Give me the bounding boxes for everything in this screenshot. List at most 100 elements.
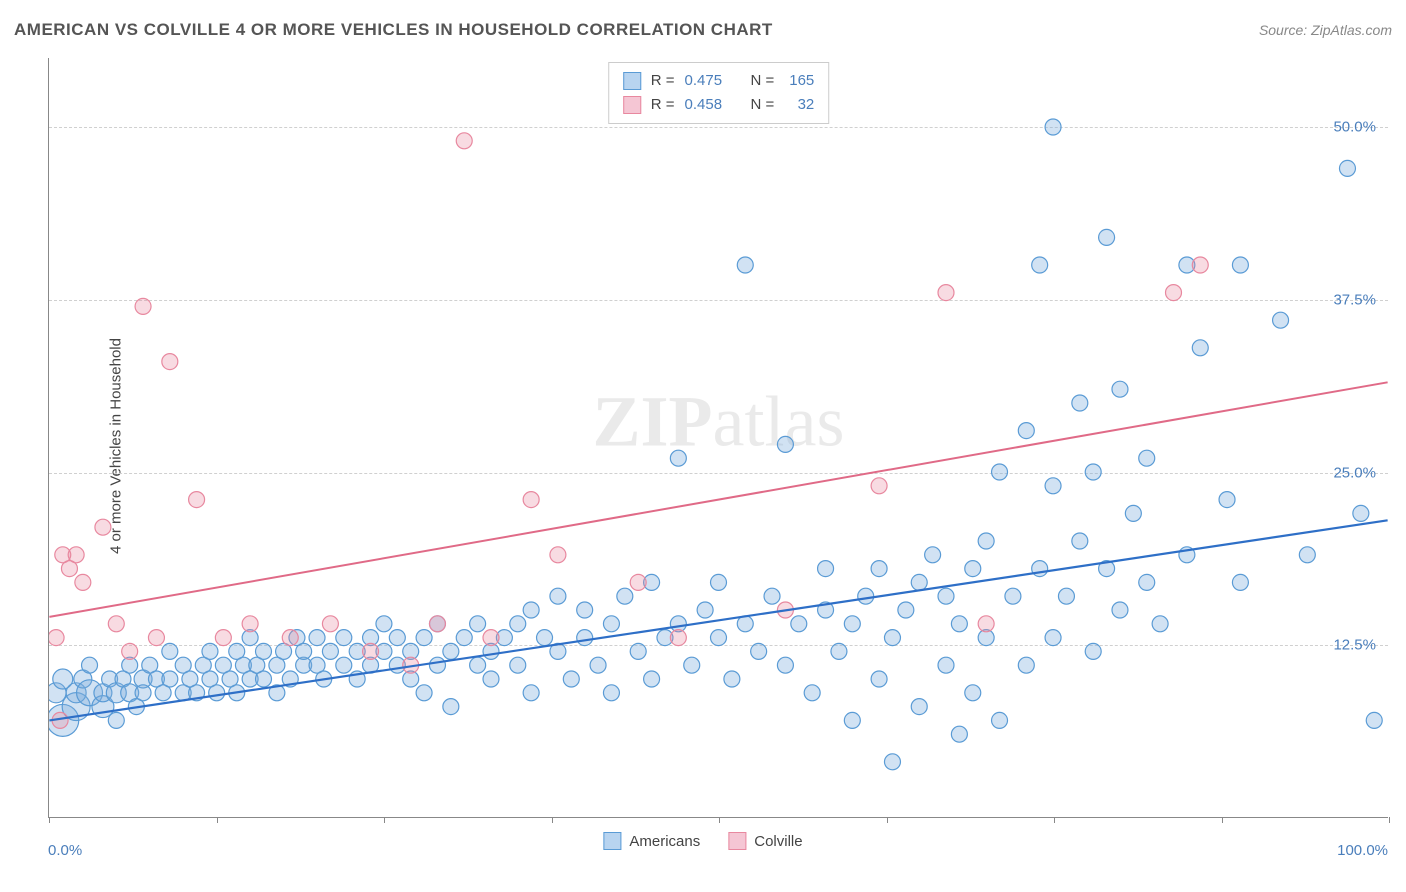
scatter-point [1085,464,1101,480]
scatter-point [992,712,1008,728]
correlation-legend: R = 0.475 N = 165 R = 0.458 N = 32 [608,62,830,124]
scatter-point [416,685,432,701]
scatter-point [965,561,981,577]
scatter-point [296,643,312,659]
scatter-point [737,257,753,273]
legend-swatch-americans [603,832,621,850]
legend-swatch-1 [623,72,641,90]
legend-label: Americans [629,833,700,850]
scatter-point [162,643,178,659]
scatter-point [456,630,472,646]
x-axis-min-label: 0.0% [48,842,82,859]
scatter-point [363,643,379,659]
scatter-point [1139,450,1155,466]
scatter-point [978,533,994,549]
scatter-point [483,630,499,646]
scatter-point [777,657,793,673]
source-attribution: Source: ZipAtlas.com [1259,22,1392,38]
scatter-point [603,616,619,632]
scatter-point [510,657,526,673]
scatter-point [844,616,860,632]
scatter-point [443,699,459,715]
scatter-point [751,643,767,659]
scatter-point [1005,588,1021,604]
scatter-point [911,574,927,590]
scatter-point [189,492,205,508]
scatter-point [550,588,566,604]
scatter-point [1353,505,1369,521]
scatter-point [871,478,887,494]
chart-header: AMERICAN VS COLVILLE 4 OR MORE VEHICLES … [14,20,1392,40]
scatter-point [871,561,887,577]
chart-title: AMERICAN VS COLVILLE 4 OR MORE VEHICLES … [14,20,773,40]
scatter-point [1192,340,1208,356]
scatter-point [925,547,941,563]
scatter-point [938,588,954,604]
scatter-point [322,643,338,659]
scatter-point [1273,312,1289,328]
scatter-point [122,643,138,659]
scatter-point [1166,285,1182,301]
scatter-point [684,657,700,673]
scatter-point [711,574,727,590]
scatter-point [68,547,84,563]
scatter-point [1219,492,1235,508]
scatter-point [992,464,1008,480]
scatter-point [550,547,566,563]
scatter-point [724,671,740,687]
scatter-point [1072,395,1088,411]
scatter-point [791,616,807,632]
scatter-point [336,657,352,673]
scatter-point [108,712,124,728]
scatter-point [1018,657,1034,673]
scatter-point [209,685,225,701]
scatter-point [1125,505,1141,521]
scatter-point [603,685,619,701]
scatter-point [978,616,994,632]
scatter-point [697,602,713,618]
x-axis-max-label: 100.0% [1337,842,1388,859]
scatter-point [1032,257,1048,273]
scatter-point [162,354,178,370]
scatter-point [202,643,218,659]
scatter-point [911,699,927,715]
scatter-point [777,436,793,452]
scatter-point [336,630,352,646]
scatter-point [630,574,646,590]
scatter-point [844,712,860,728]
scatter-point [1045,630,1061,646]
scatter-point [256,643,272,659]
scatter-point [831,643,847,659]
scatter-point [1045,478,1061,494]
scatter-point [577,630,593,646]
x-tick [217,817,218,823]
scatter-point [1139,574,1155,590]
scatter-point [215,630,231,646]
x-tick [1054,817,1055,823]
legend-item: Americans [603,832,700,850]
scatter-point [577,602,593,618]
scatter-point [630,643,646,659]
scatter-point [965,685,981,701]
scatter-point [1299,547,1315,563]
scatter-plot-svg [49,58,1388,817]
legend-swatch-colville [728,832,746,850]
scatter-point [523,492,539,508]
scatter-point [938,657,954,673]
x-tick [552,817,553,823]
scatter-point [1366,712,1382,728]
scatter-point [1152,616,1168,632]
scatter-point [523,602,539,618]
scatter-point [483,671,499,687]
x-tick [1389,817,1390,823]
scatter-point [898,602,914,618]
scatter-point [389,630,405,646]
scatter-point [711,630,727,646]
scatter-point [1058,588,1074,604]
scatter-point [1072,533,1088,549]
scatter-point [108,616,124,632]
x-tick [887,817,888,823]
scatter-point [49,630,64,646]
scatter-point [429,616,445,632]
scatter-point [938,285,954,301]
